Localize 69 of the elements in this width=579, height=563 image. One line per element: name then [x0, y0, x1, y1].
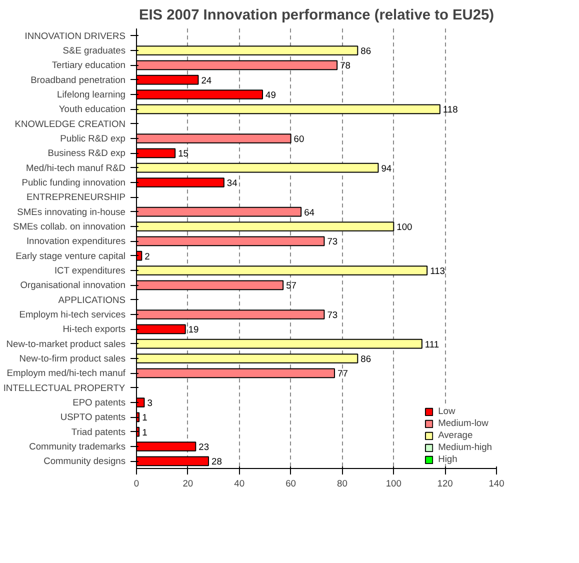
x-tick-label: 40: [234, 478, 245, 488]
legend-label: Medium-high: [438, 442, 492, 452]
data-label: 77: [338, 368, 348, 379]
data-label: 86: [360, 46, 372, 56]
y-tick-label: KNOWLEDGE CREATION: [14, 118, 126, 129]
data-label: 3: [147, 398, 152, 408]
y-tick-label: New-to-firm product sales: [19, 354, 126, 364]
y-tick-label: New-to-market product sales: [6, 338, 126, 349]
data-label: 19: [188, 324, 199, 335]
y-tick-label: Tertiary education: [52, 60, 126, 70]
data-label: 113: [430, 266, 445, 276]
y-tick-label: S&E graduates: [62, 46, 126, 56]
x-tick-label: 140: [488, 478, 504, 488]
data-label: 86: [360, 354, 372, 364]
data-label: 49: [266, 90, 276, 100]
legend-label: Low: [438, 406, 456, 416]
y-tick-label: Community trademarks: [29, 442, 126, 452]
data-label: 111: [424, 339, 440, 350]
legend-label: High: [438, 454, 458, 464]
y-tick-label: SMEs innovating in-house: [17, 206, 126, 217]
y-tick-label: Lifelong learning: [57, 90, 126, 100]
y-tick-label: Public funding innovation: [22, 178, 126, 188]
y-tick-label: ICT expenditures: [54, 266, 126, 276]
legend-label: Average: [438, 430, 473, 440]
y-tick-label: Employm hi-tech services: [19, 310, 126, 320]
x-tick-label: 20: [182, 478, 194, 488]
data-label: 118: [442, 104, 458, 115]
x-tick-label: 60: [286, 478, 296, 488]
y-tick-label: Employm med/hi-tech manuf: [6, 368, 126, 378]
data-label: 1: [142, 427, 148, 438]
x-tick-label: 120: [437, 478, 453, 488]
y-tick-label: Hi-tech exports: [62, 324, 126, 334]
y-tick-label: SMEs collab. on innovation: [12, 222, 126, 232]
data-label: 57: [286, 280, 296, 291]
chart-title: EIS 2007 Innovation performance (relative to EU25): [138, 8, 494, 24]
y-tick-label: Broadband penetration: [30, 74, 126, 85]
y-tick-label: EPO patents: [72, 398, 126, 408]
y-tick-label: Community designs: [44, 456, 126, 466]
y-tick-label: Public R&D exp: [60, 134, 126, 144]
y-tick-label: Triad patents: [71, 426, 126, 437]
data-label: 2: [144, 251, 150, 262]
y-tick-label: Organisational innovation: [20, 280, 126, 290]
legend-label: Medium-low: [438, 418, 488, 428]
y-tick-label: USPTO patents: [60, 412, 126, 422]
data-label: 60: [294, 134, 304, 144]
data-label: 24: [201, 75, 212, 86]
y-tick-label: Business R&D exp: [48, 148, 126, 158]
data-label: 23: [198, 442, 210, 452]
data-label: 78: [340, 60, 350, 71]
data-label: 64: [304, 207, 314, 218]
data-label: 73: [327, 310, 338, 320]
data-label: 94: [381, 163, 392, 174]
data-label: 73: [327, 236, 338, 247]
data-label: 28: [212, 456, 222, 467]
y-tick-label: INNOVATION DRIVERS: [24, 30, 126, 41]
y-tick-label: APPLICATIONS: [58, 294, 126, 305]
data-label: 34: [226, 178, 238, 188]
x-tick-label: 80: [337, 478, 348, 488]
y-tick-label: Early stage venture capital: [16, 250, 126, 261]
x-tick-label: 100: [386, 478, 402, 488]
data-label: 15: [178, 148, 188, 159]
y-tick-label: Med/hi-tech manuf R&D: [26, 162, 126, 173]
y-tick-label: Youth education: [58, 104, 126, 114]
y-tick-label: Innovation expenditures: [26, 236, 126, 246]
y-tick-label: ENTREPRENEURSHIP: [26, 192, 126, 202]
data-label: 1: [142, 412, 148, 423]
data-label: 100: [396, 222, 412, 232]
y-tick-label: INTELLECTUAL PROPERTY: [3, 382, 126, 393]
x-tick-label: 0: [134, 478, 140, 488]
